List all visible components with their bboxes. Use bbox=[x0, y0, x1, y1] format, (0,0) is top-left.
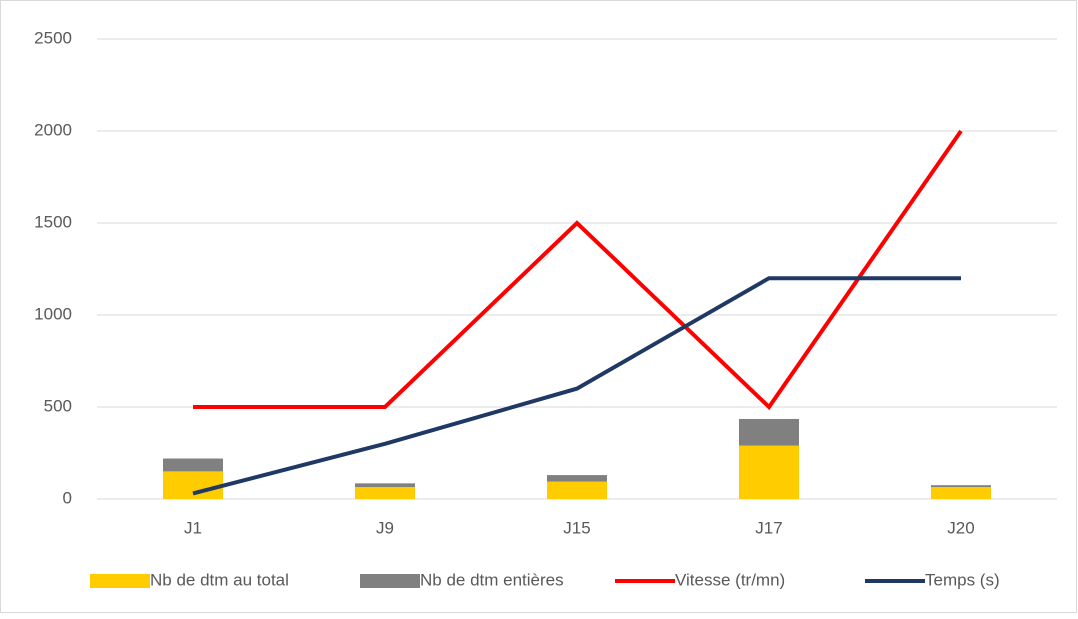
legend-swatch bbox=[90, 574, 150, 588]
y-tick-label: 500 bbox=[44, 396, 72, 415]
y-tick-label: 1500 bbox=[34, 212, 72, 231]
legend-label: Nb de dtm au total bbox=[150, 570, 289, 589]
legend-label: Vitesse (tr/mn) bbox=[675, 570, 785, 589]
y-tick-label: 2500 bbox=[34, 28, 72, 47]
line bbox=[192, 276, 961, 496]
x-tick-label: J1 bbox=[184, 518, 202, 537]
bar bbox=[547, 481, 607, 499]
y-tick-label: 2000 bbox=[34, 120, 72, 139]
x-tick-label: J20 bbox=[947, 518, 974, 537]
bar bbox=[355, 487, 415, 499]
legend-swatch bbox=[360, 574, 420, 588]
bar bbox=[163, 471, 223, 499]
bar bbox=[355, 483, 415, 488]
x-tick-label: J9 bbox=[376, 518, 394, 537]
bar bbox=[163, 458, 223, 472]
bar bbox=[931, 487, 991, 499]
legend-label: Temps (s) bbox=[925, 570, 1000, 589]
bar bbox=[739, 418, 799, 446]
legend-label: Nb de dtm entières bbox=[420, 570, 564, 589]
x-tick-label: J17 bbox=[755, 518, 782, 537]
x-tick-label: J15 bbox=[563, 518, 590, 537]
line bbox=[193, 129, 963, 411]
bar bbox=[931, 485, 991, 488]
bar bbox=[547, 475, 607, 482]
bar bbox=[739, 445, 799, 499]
y-tick-label: 0 bbox=[63, 488, 72, 507]
y-tick-label: 1000 bbox=[34, 304, 72, 323]
